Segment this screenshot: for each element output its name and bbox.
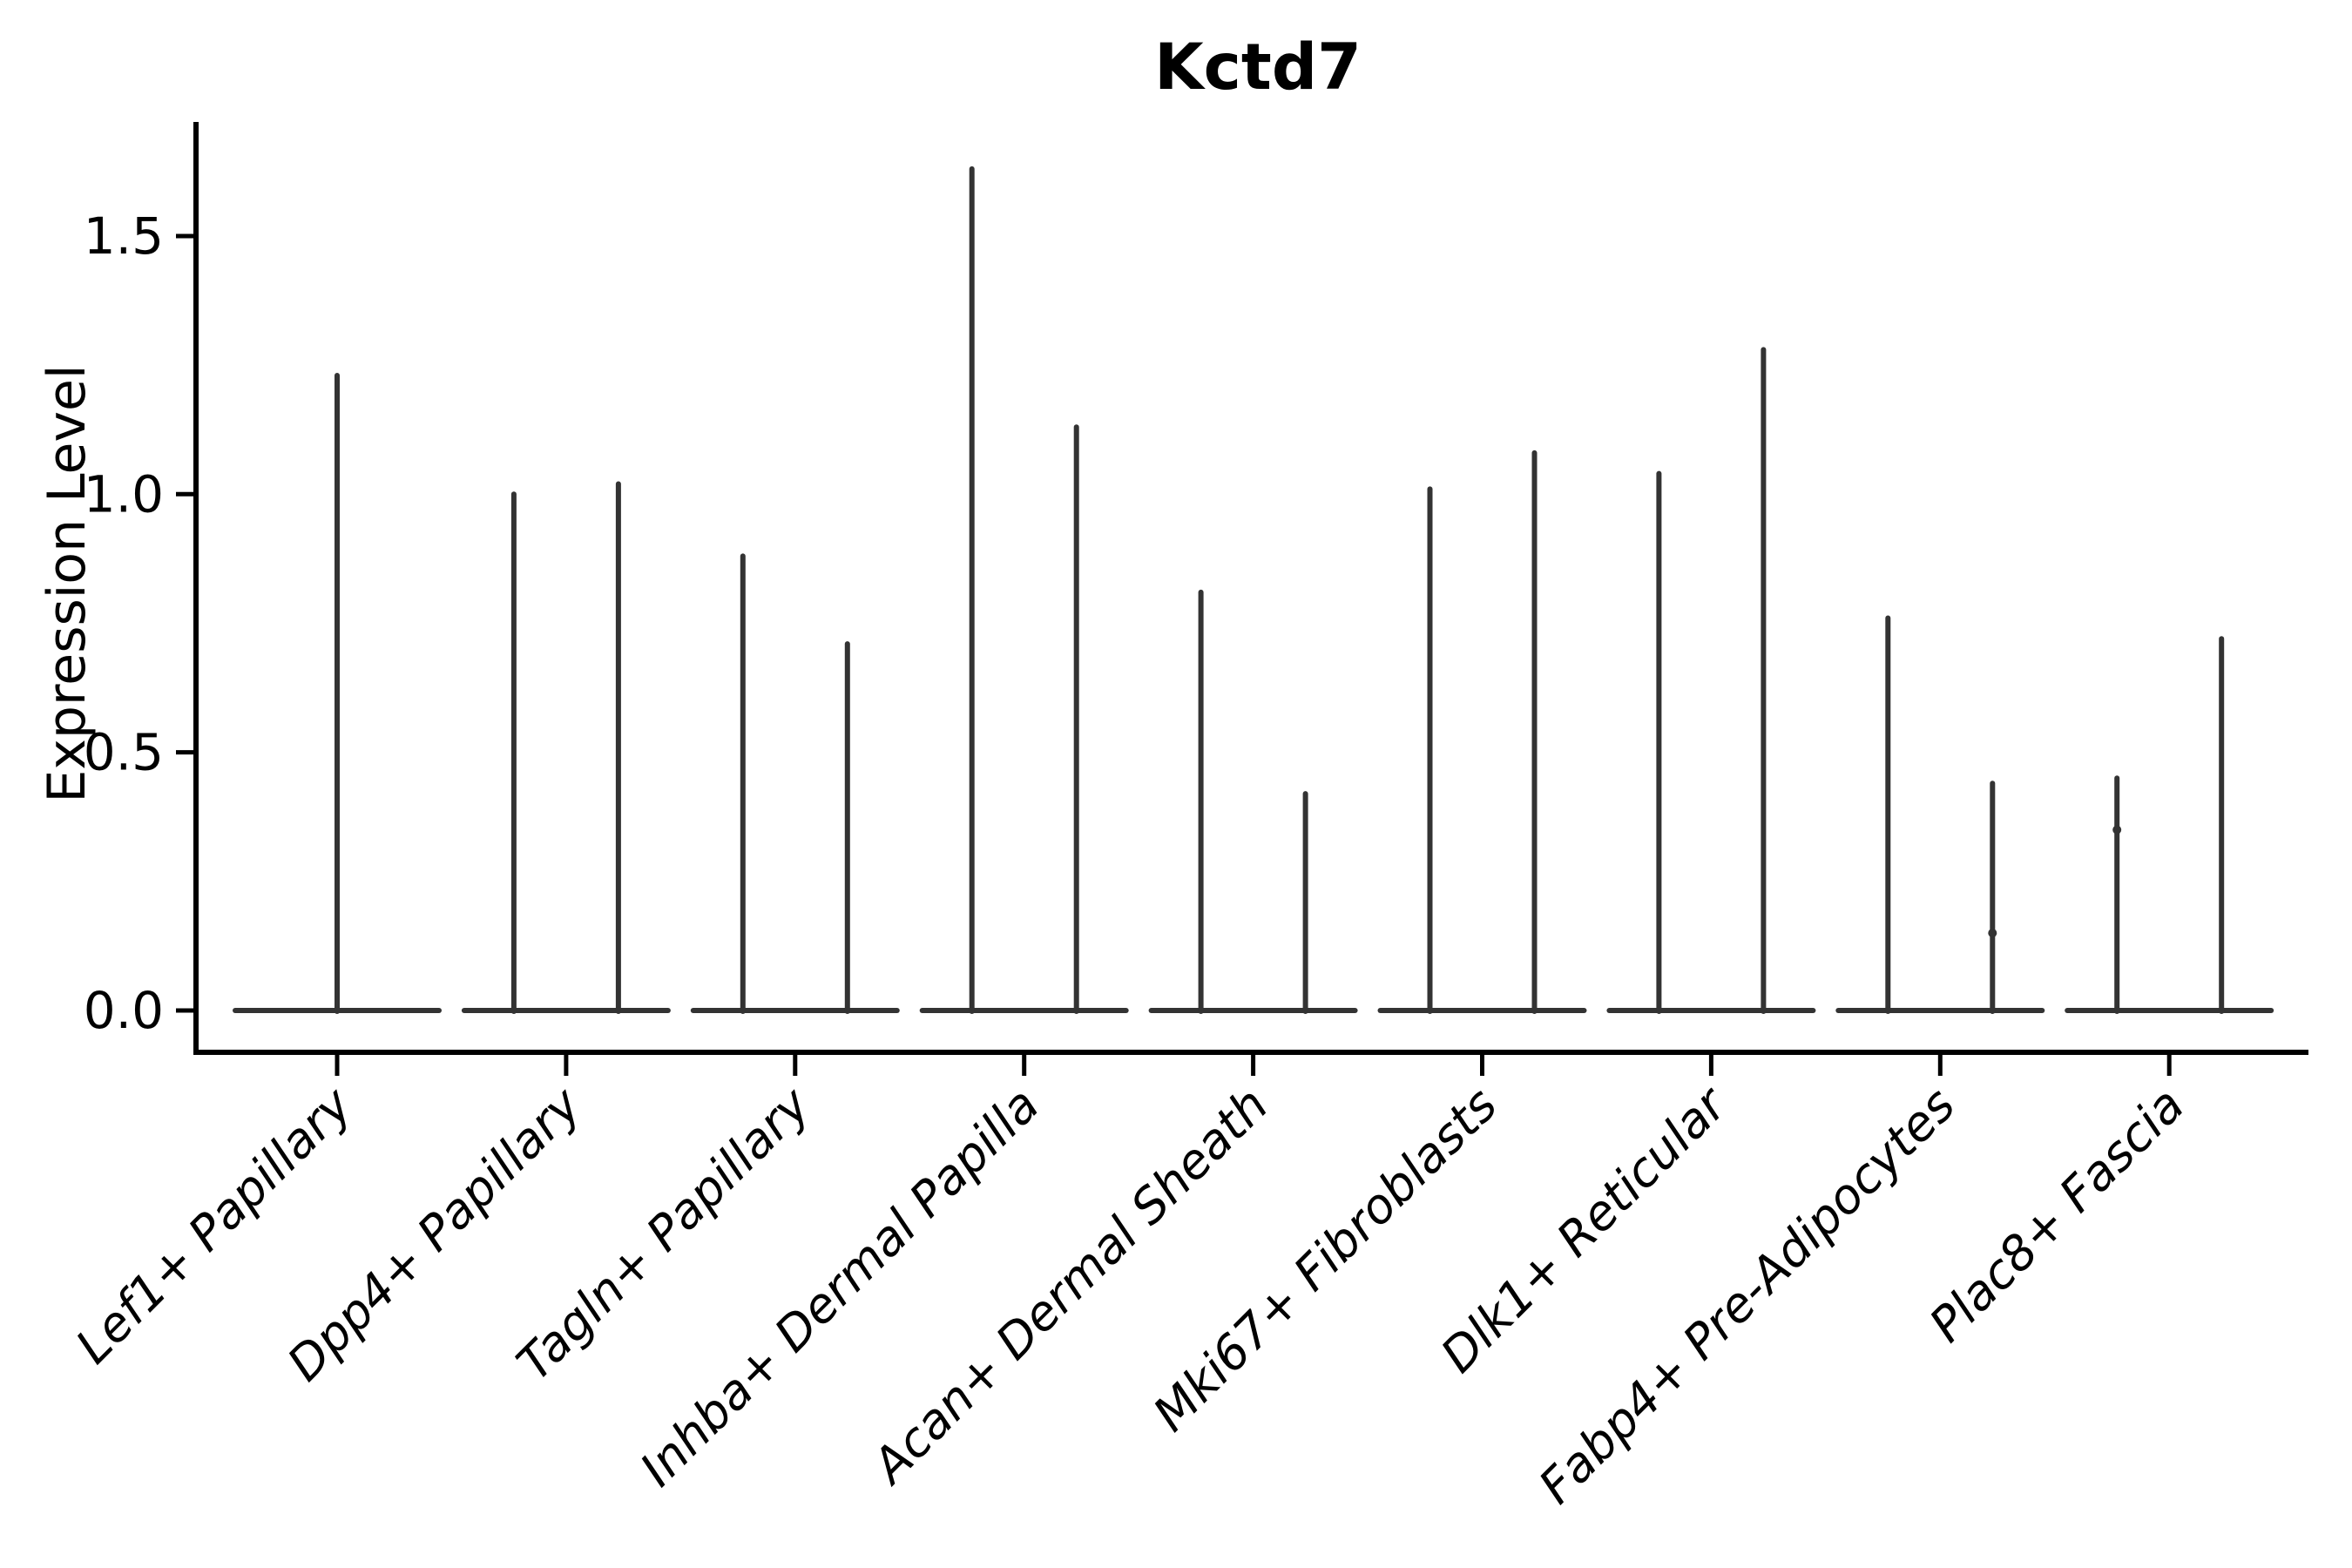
expression-point-marker [2112, 825, 2122, 835]
x-category-label: Inhba+ Dermal Papilla [629, 1077, 1049, 1497]
x-category-label: Acan+ Dermal Sheath [860, 1077, 1279, 1496]
chart-title: Kctd7 [1154, 30, 1362, 105]
violin [1377, 449, 1587, 1014]
violin [919, 166, 1129, 1014]
violin [461, 481, 671, 1014]
y-tick-label: 1.5 [84, 206, 164, 266]
violin [1148, 589, 1358, 1014]
expression-point-marker [1988, 929, 1997, 938]
y-axis-label: Expression Level [37, 364, 98, 802]
violin [690, 553, 900, 1014]
y-tick-label: 1.0 [84, 464, 164, 524]
axes-layer [176, 122, 2308, 1076]
y-tick-label: 0.5 [84, 723, 164, 782]
violin [233, 372, 442, 1014]
violin [2065, 636, 2274, 1014]
violins-layer [233, 166, 2274, 1014]
y-tick-label: 0.0 [84, 981, 164, 1040]
violin [1606, 347, 1816, 1014]
violin [1835, 615, 2045, 1014]
x-category-label: Fabp4+ Pre-Adipocytes [1528, 1077, 1965, 1514]
